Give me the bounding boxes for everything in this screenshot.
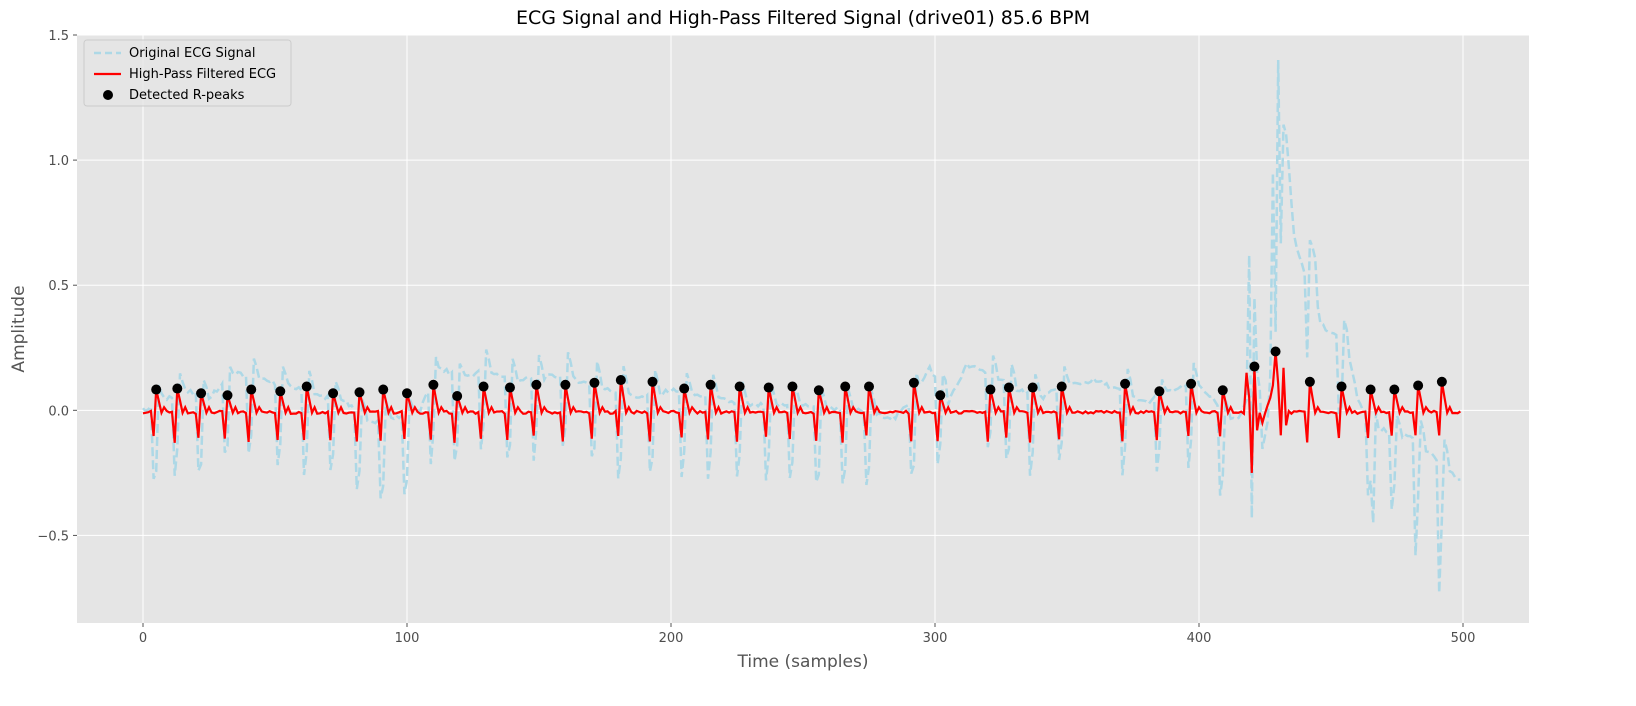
- r-peak-point: [763, 382, 774, 393]
- legend: Original ECG Signal High-Pass Filtered E…: [83, 39, 292, 107]
- r-peak-point: [615, 375, 626, 386]
- x-tick-label: 500: [1451, 631, 1476, 646]
- r-peak-point: [246, 384, 257, 395]
- r-peak-point: [1249, 361, 1260, 372]
- x-tick-label: 400: [1187, 631, 1212, 646]
- r-peak-point: [1120, 378, 1131, 389]
- r-peak-point: [222, 390, 233, 401]
- r-peak-point: [452, 391, 463, 402]
- r-peak-point: [504, 382, 515, 393]
- r-peak-point: [813, 385, 824, 396]
- grid-lines: [77, 34, 1529, 623]
- r-peak-point: [589, 377, 600, 388]
- x-tick-label: 300: [923, 631, 948, 646]
- r-peak-point: [985, 384, 996, 395]
- legend-label-peaks: Detected R-peaks: [129, 88, 245, 103]
- y-tick-label: 0.5: [48, 279, 69, 294]
- r-peak-point: [378, 384, 389, 395]
- r-peak-point: [864, 381, 874, 392]
- r-peak-point: [560, 379, 571, 390]
- r-peak-point: [787, 381, 798, 392]
- r-peak-point: [1056, 381, 1067, 392]
- x-tick-label: 200: [659, 631, 684, 646]
- x-tick-label: 100: [395, 631, 420, 646]
- x-tick-label: 0: [139, 631, 147, 646]
- r-peak-point: [1365, 384, 1376, 395]
- r-peak-point: [1389, 384, 1400, 395]
- y-tick-label: 1.0: [48, 154, 69, 169]
- r-peak-point: [647, 376, 658, 387]
- x-axis-ticks: 0 100 200 300 400 500: [139, 623, 1476, 646]
- r-peak-point: [196, 388, 207, 399]
- r-peak-point: [1027, 382, 1038, 393]
- r-peak-point: [151, 384, 162, 395]
- r-peaks-markers: [151, 346, 1447, 402]
- r-peak-point: [935, 390, 946, 401]
- y-axis-ticks: −0.5 0.0 0.5 1.0 1.5: [37, 29, 77, 544]
- y-axis-label: Amplitude: [9, 285, 29, 372]
- r-peak-point: [1270, 346, 1281, 357]
- r-peak-point: [301, 381, 312, 392]
- r-peak-point: [679, 383, 690, 394]
- legend-swatch-peaks: [103, 90, 113, 100]
- r-peak-point: [1217, 385, 1228, 396]
- r-peak-point: [1336, 381, 1347, 392]
- plot-area: [77, 35, 1529, 623]
- r-peak-point: [402, 388, 412, 399]
- r-peak-point: [840, 381, 851, 392]
- x-axis-label: Time (samples): [737, 652, 869, 672]
- r-peak-point: [531, 379, 542, 390]
- r-peak-point: [734, 381, 745, 392]
- r-peak-point: [1304, 376, 1315, 387]
- r-peak-point: [172, 383, 183, 394]
- chart-title: ECG Signal and High-Pass Filtered Signal…: [516, 7, 1090, 29]
- r-peak-point: [275, 386, 286, 397]
- legend-label-original: Original ECG Signal: [129, 46, 255, 61]
- y-tick-label: 0.0: [48, 404, 69, 419]
- r-peak-point: [1413, 380, 1424, 391]
- r-peak-point: [354, 387, 365, 398]
- r-peak-point: [705, 379, 716, 390]
- r-peak-point: [908, 377, 919, 388]
- r-peak-point: [478, 381, 489, 392]
- legend-box: [83, 39, 292, 107]
- r-peak-point: [428, 379, 439, 390]
- r-peak-point: [1003, 382, 1014, 393]
- y-tick-label: 1.5: [48, 29, 69, 44]
- r-peak-point: [328, 388, 339, 399]
- legend-label-filtered: High-Pass Filtered ECG: [129, 67, 276, 82]
- r-peak-point: [1186, 378, 1197, 389]
- r-peak-point: [1154, 386, 1165, 397]
- series-layer: [142, 59, 1462, 594]
- series-filtered-ecg-line: [142, 351, 1462, 473]
- y-tick-label: −0.5: [37, 529, 69, 544]
- r-peak-point: [1436, 376, 1447, 387]
